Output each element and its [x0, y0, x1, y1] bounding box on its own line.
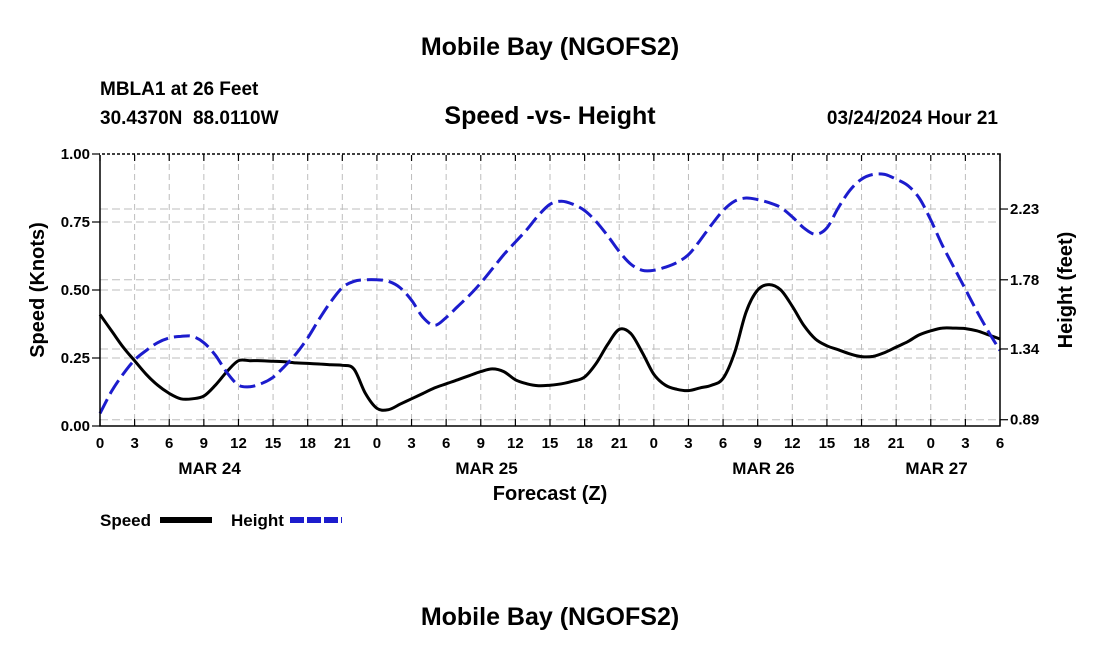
y-tick-label-right: 1.34	[1010, 341, 1040, 358]
x-tick-label: 21	[611, 435, 628, 452]
date-label: MAR 26	[732, 459, 794, 478]
date-label: MAR 27	[905, 459, 967, 478]
x-tick-label: 3	[407, 435, 415, 452]
date-label: MAR 25	[455, 459, 517, 478]
x-tick-label: 12	[507, 435, 524, 452]
chart-title: Speed -vs- Height	[444, 102, 656, 130]
x-tick-label: 6	[719, 435, 727, 452]
legend-speed-label: Speed	[100, 511, 151, 530]
forecast-datetime: 03/24/2024 Hour 21	[827, 108, 999, 129]
y-tick-label-left: 0.75	[61, 214, 90, 231]
x-tick-label: 18	[576, 435, 593, 452]
x-tick-label: 6	[442, 435, 450, 452]
x-tick-label: 0	[650, 435, 658, 452]
x-tick-label: 0	[96, 435, 104, 452]
height-series-line	[98, 172, 1002, 415]
x-tick-label: 21	[334, 435, 351, 452]
x-tick-label: 18	[299, 435, 316, 452]
x-tick-label: 0	[927, 435, 935, 452]
speed-series-line	[98, 283, 1001, 412]
y-axis-label-right: Height (feet)	[1055, 232, 1077, 349]
x-tick-label: 12	[784, 435, 801, 452]
x-tick-label: 3	[961, 435, 969, 452]
y-axis-label-left: Speed (Knots)	[27, 222, 49, 358]
date-label: MAR 24	[178, 459, 241, 478]
legend: Speed Height	[100, 511, 342, 530]
y-tick-label-left: 0.00	[61, 418, 90, 435]
y-tick-label-right: 2.23	[1010, 201, 1039, 218]
x-tick-label: 6	[165, 435, 173, 452]
x-tick-label: 15	[819, 435, 836, 452]
y-tick-label-left: 0.50	[61, 282, 90, 299]
legend-height-label: Height	[231, 511, 284, 530]
x-tick-label: 9	[200, 435, 208, 452]
page-title-top: Mobile Bay (NGOFS2)	[421, 33, 679, 61]
y-tick-label-right: 0.89	[1010, 412, 1039, 429]
x-axis-label: Forecast (Z)	[493, 483, 607, 505]
series-lines	[98, 172, 1002, 415]
x-tick-label: 12	[230, 435, 247, 452]
page-title-bottom: Mobile Bay (NGOFS2)	[421, 603, 679, 631]
x-tick-label: 3	[684, 435, 692, 452]
x-tick-label: 6	[996, 435, 1004, 452]
y-tick-label-left: 1.00	[61, 146, 90, 163]
y-tick-label-left: 0.25	[61, 350, 90, 367]
x-tick-label: 18	[853, 435, 870, 452]
station-coordinates: 30.4370N 88.0110W	[100, 108, 279, 129]
x-tick-label: 0	[373, 435, 381, 452]
x-tick-label: 9	[477, 435, 485, 452]
x-tick-label: 9	[754, 435, 762, 452]
x-tick-label: 3	[130, 435, 138, 452]
axes: 0 3 6 9 12 15 18 21 0 3 6 9 12 15 18 21 0 3 6 9 12 15 18 21 0 3 6M…	[61, 146, 1040, 478]
x-tick-label: 15	[542, 435, 559, 452]
x-tick-label: 21	[888, 435, 905, 452]
y-tick-label-right: 1.78	[1010, 272, 1039, 289]
station-name: MBLA1 at 26 Feet	[100, 79, 259, 100]
x-tick-label: 15	[265, 435, 282, 452]
